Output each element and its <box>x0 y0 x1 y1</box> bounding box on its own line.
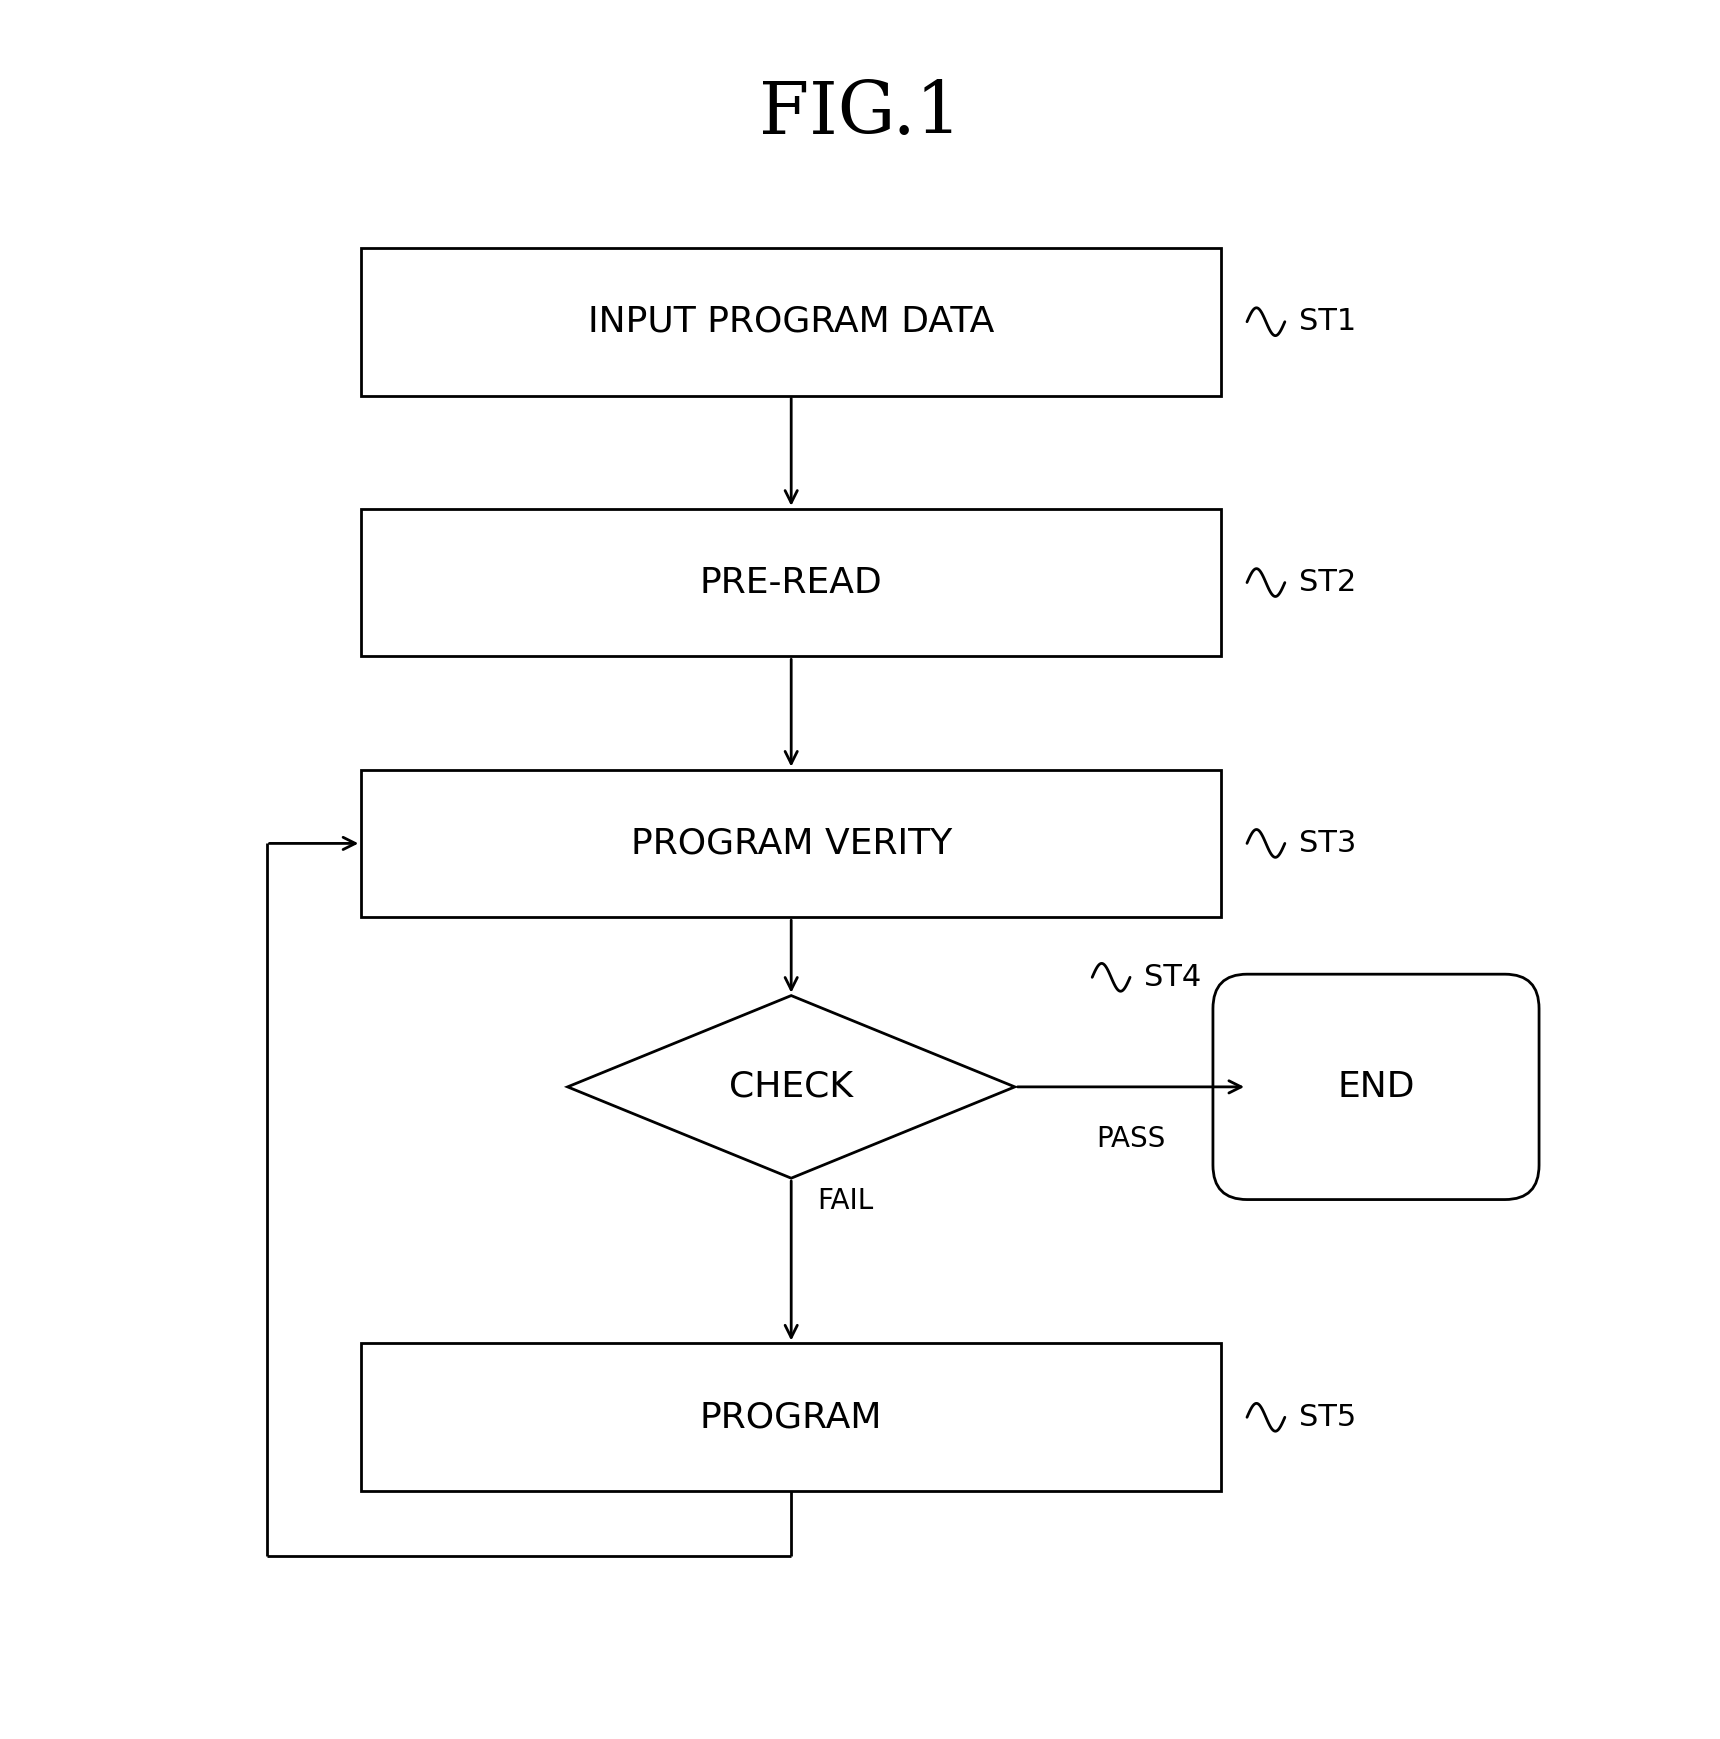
Text: CHECK: CHECK <box>729 1069 853 1104</box>
Text: PROGRAM: PROGRAM <box>700 1400 882 1435</box>
Polygon shape <box>568 995 1015 1179</box>
FancyBboxPatch shape <box>361 769 1221 918</box>
Text: ST3: ST3 <box>1299 830 1355 857</box>
Text: END: END <box>1336 1069 1416 1104</box>
Text: INPUT PROGRAM DATA: INPUT PROGRAM DATA <box>588 304 994 339</box>
FancyBboxPatch shape <box>1213 974 1539 1200</box>
Text: PRE-READ: PRE-READ <box>700 565 882 600</box>
FancyBboxPatch shape <box>361 249 1221 396</box>
FancyBboxPatch shape <box>361 508 1221 656</box>
FancyBboxPatch shape <box>361 1343 1221 1492</box>
Text: PROGRAM VERITY: PROGRAM VERITY <box>631 826 951 861</box>
Text: ST4: ST4 <box>1144 963 1201 991</box>
Text: FIG.1: FIG.1 <box>759 78 961 150</box>
Text: PASS: PASS <box>1096 1125 1166 1153</box>
Text: ST5: ST5 <box>1299 1403 1355 1431</box>
Text: ST2: ST2 <box>1299 569 1355 596</box>
Text: FAIL: FAIL <box>817 1186 874 1216</box>
Text: ST1: ST1 <box>1299 308 1355 336</box>
